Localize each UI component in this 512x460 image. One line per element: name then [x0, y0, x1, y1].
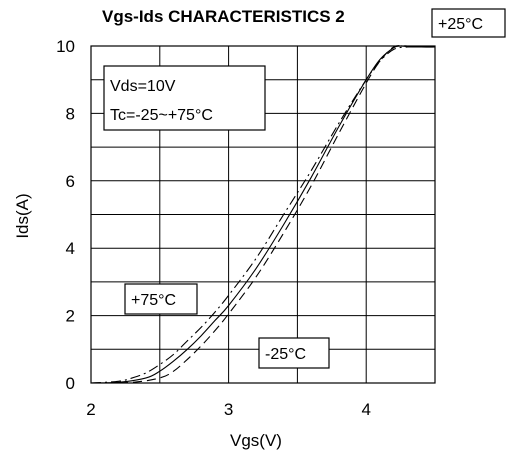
annotation-minus25: -25°C: [265, 346, 306, 363]
y-tick-label: 8: [66, 104, 75, 123]
annotation-minus25-box: [258, 337, 330, 369]
series-line-dashed: [90, 45, 436, 384]
annotation-plus25: +25°C: [438, 16, 483, 33]
series-line-dashdot: [90, 46, 436, 384]
x-axis-title: Vgs(V): [230, 431, 282, 450]
y-tick-label: 2: [66, 307, 75, 326]
annotation-plus25-box: [431, 8, 506, 38]
y-tick-label: 4: [66, 239, 75, 258]
x-tick-label: 4: [361, 400, 370, 419]
condition-vds: Vds=10V: [110, 78, 176, 95]
x-tick-label: 2: [86, 400, 95, 419]
curves: [90, 45, 436, 384]
plot-frame: [90, 45, 436, 384]
y-tick-label: 6: [66, 172, 75, 191]
y-tick-label: 10: [56, 37, 75, 56]
annotation-plus75: +75°C: [131, 292, 176, 309]
y-tick-label: 0: [66, 374, 75, 393]
y-axis-title: Ids(A): [13, 193, 32, 238]
condition-tc: Tc=-25~+75°C: [110, 107, 213, 124]
chart-title: Vgs-Ids CHARACTERISTICS 2: [102, 7, 345, 26]
conditions-box: [103, 65, 266, 131]
annotation-plus75-box: [124, 283, 198, 315]
x-tick-label: 3: [224, 400, 233, 419]
series-line-solid: [90, 45, 436, 384]
